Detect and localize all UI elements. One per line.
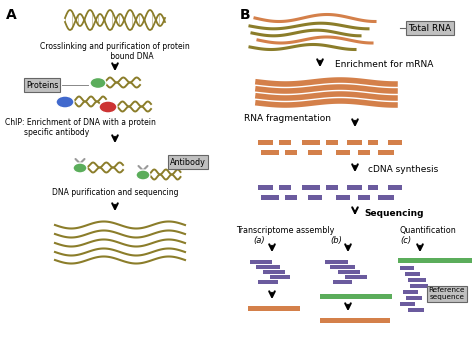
Bar	[336, 149, 350, 154]
Bar	[358, 194, 370, 199]
Bar	[388, 185, 402, 189]
Bar	[405, 272, 420, 276]
Text: Enrichment for mRNA: Enrichment for mRNA	[335, 59, 433, 68]
Bar	[403, 290, 418, 294]
Bar	[258, 140, 273, 144]
Bar	[261, 149, 279, 154]
Bar	[308, 149, 322, 154]
Bar	[326, 140, 338, 144]
Bar	[279, 185, 291, 189]
Bar	[408, 308, 424, 312]
Text: DNA purification and sequencing: DNA purification and sequencing	[52, 188, 178, 197]
Text: RNA fragmentation: RNA fragmentation	[244, 113, 331, 122]
Text: Quantification: Quantification	[400, 226, 456, 235]
Bar	[256, 265, 280, 269]
Ellipse shape	[56, 96, 74, 108]
Bar	[325, 260, 348, 264]
Bar	[368, 185, 378, 189]
Bar	[347, 140, 362, 144]
Bar	[333, 280, 352, 284]
Bar	[388, 140, 402, 144]
Bar	[285, 149, 297, 154]
Bar	[250, 260, 272, 264]
Bar	[270, 275, 290, 279]
Bar	[330, 265, 355, 269]
Bar	[338, 270, 360, 274]
Bar	[308, 194, 322, 199]
Bar	[258, 280, 278, 284]
Bar	[263, 270, 285, 274]
Text: Reference
sequence: Reference sequence	[429, 288, 465, 301]
Bar	[326, 185, 338, 189]
Bar	[302, 140, 320, 144]
Bar	[320, 318, 390, 323]
Bar	[398, 257, 472, 262]
Text: cDNA synthesis: cDNA synthesis	[368, 165, 438, 174]
Text: Antibody: Antibody	[170, 158, 206, 166]
Ellipse shape	[136, 170, 150, 180]
Text: Proteins: Proteins	[26, 81, 58, 90]
Bar	[406, 296, 422, 300]
Bar	[408, 278, 426, 282]
Text: Transcriptome assembly: Transcriptome assembly	[236, 226, 334, 235]
Text: A: A	[6, 8, 17, 22]
Text: Crosslinking and purification of protein
              bound DNA: Crosslinking and purification of protein…	[40, 42, 190, 62]
Bar	[279, 140, 291, 144]
Bar	[302, 185, 320, 189]
Text: Sequencing: Sequencing	[364, 208, 423, 217]
Bar	[410, 284, 428, 288]
Text: (b): (b)	[330, 235, 342, 244]
Bar	[378, 149, 394, 154]
Bar	[320, 293, 392, 298]
Bar	[358, 149, 370, 154]
Bar	[336, 194, 350, 199]
Bar	[248, 306, 300, 310]
Text: ChIP: Enrichment of DNA with a protein
        specific antibody: ChIP: Enrichment of DNA with a protein s…	[5, 118, 156, 138]
Bar	[345, 275, 367, 279]
Bar	[400, 302, 415, 306]
Ellipse shape	[73, 163, 87, 173]
Bar	[347, 185, 362, 189]
Bar	[400, 266, 414, 270]
Ellipse shape	[90, 77, 106, 89]
Text: B: B	[240, 8, 251, 22]
Text: Total RNA: Total RNA	[409, 23, 452, 32]
Bar	[368, 140, 378, 144]
Ellipse shape	[99, 101, 117, 113]
Bar	[378, 194, 394, 199]
Bar	[261, 194, 279, 199]
Bar	[285, 194, 297, 199]
Bar	[258, 185, 273, 189]
Text: (c): (c)	[400, 235, 411, 244]
Text: (a): (a)	[253, 235, 264, 244]
